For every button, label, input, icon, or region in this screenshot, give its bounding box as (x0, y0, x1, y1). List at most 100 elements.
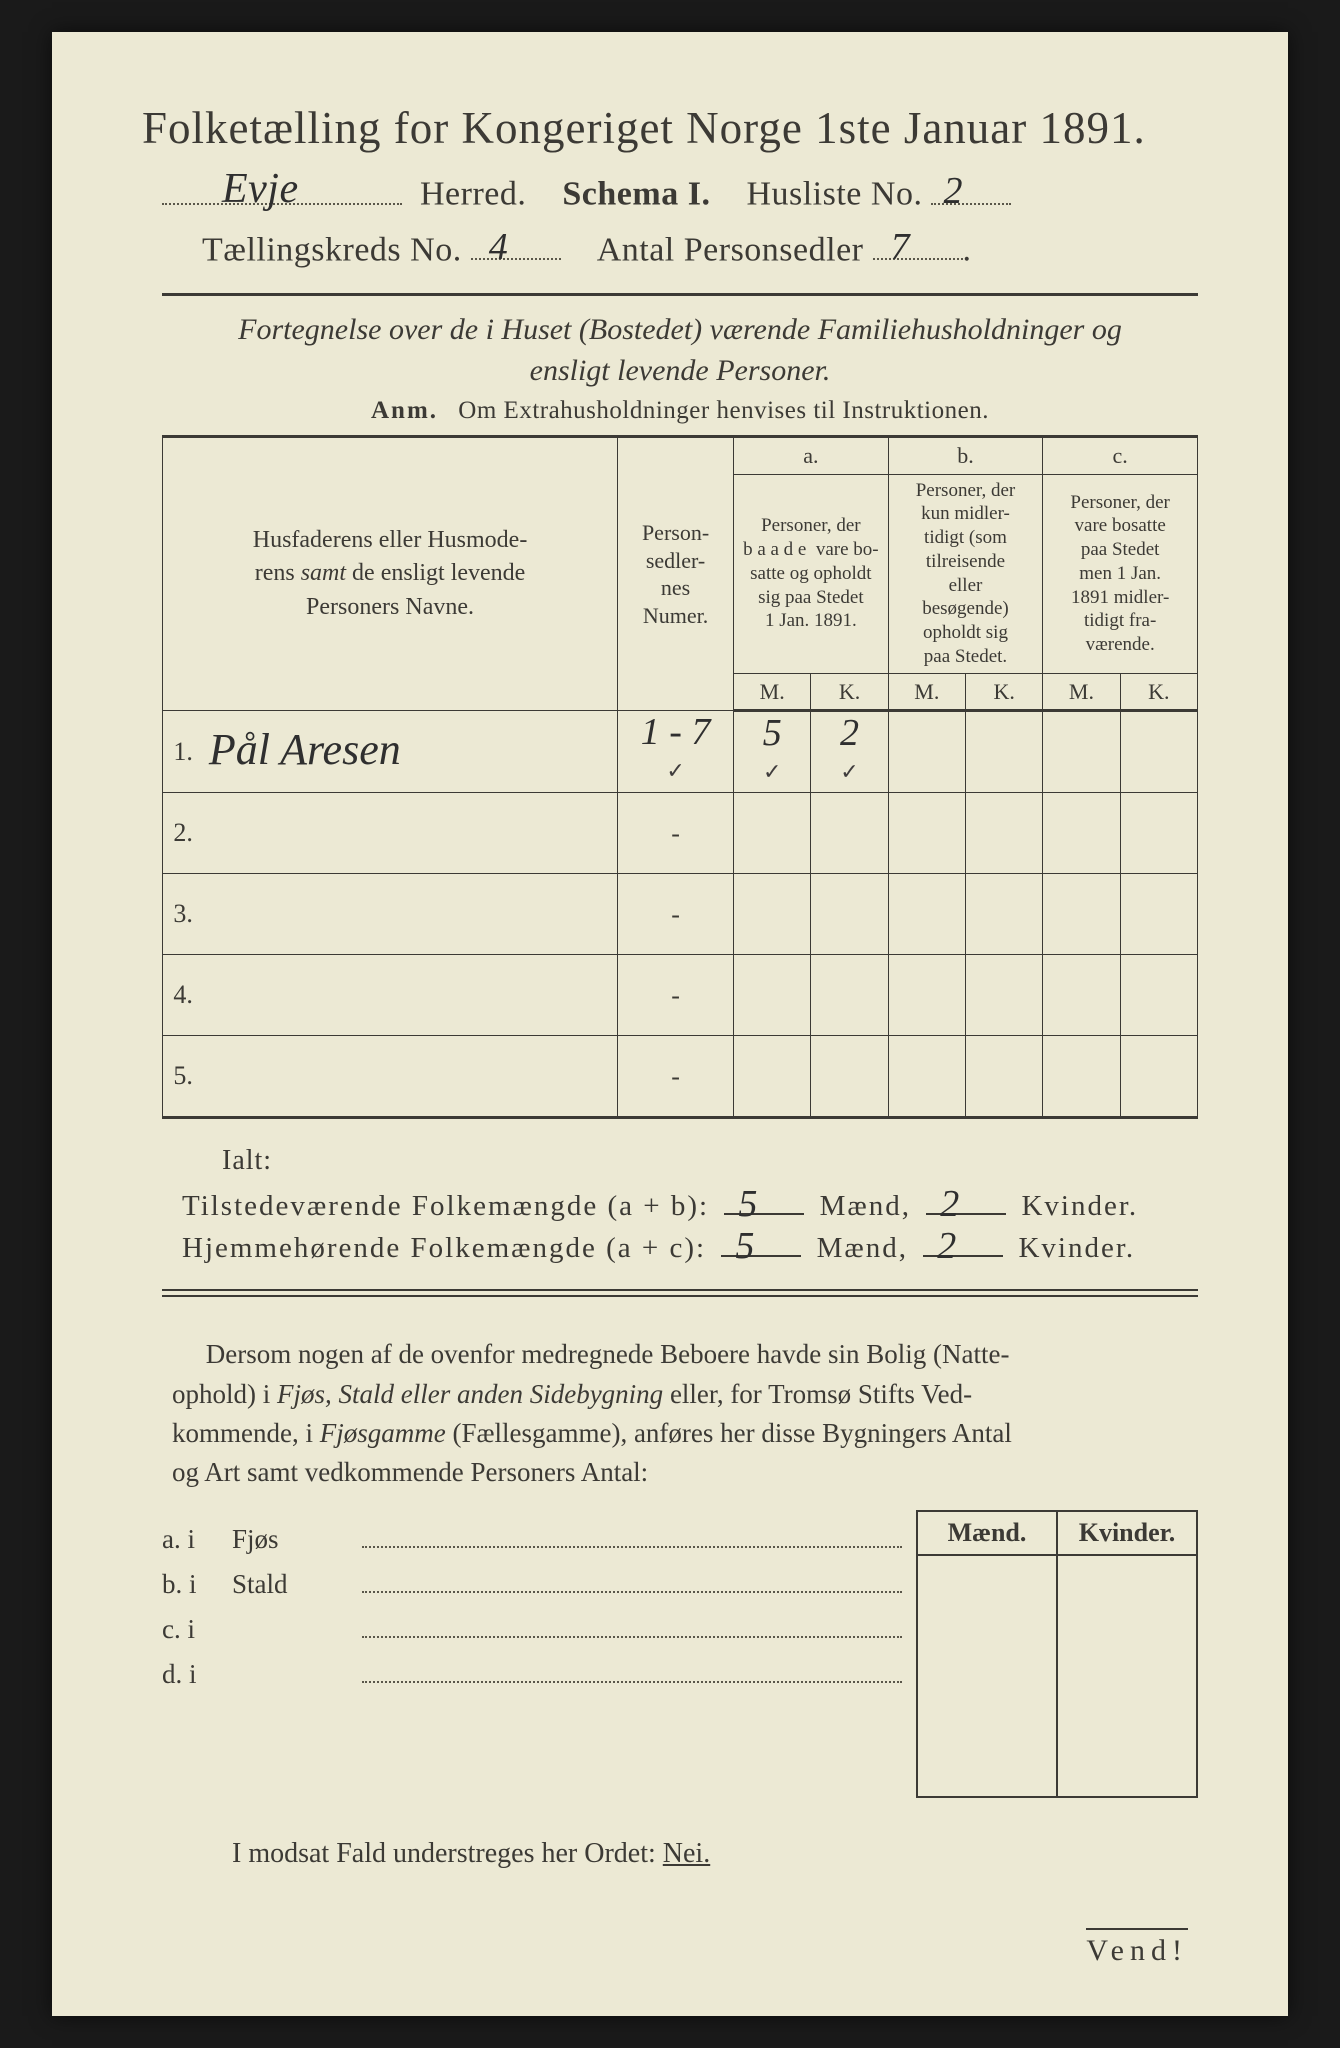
antal-label: Antal Personsedler (597, 231, 864, 268)
outbuilding-paragraph: Dersom nogen af de ovenfor medregnede Be… (172, 1335, 1188, 1492)
table-row: 3. - (163, 874, 1198, 955)
row-bK (965, 711, 1042, 793)
item-word: Stald (232, 1569, 362, 1600)
table-row: 5. - (163, 1036, 1198, 1118)
nei-word: Nei. (663, 1838, 710, 1869)
mk-K: Kvinder. (1057, 1511, 1197, 1555)
th-name: Husfaderens eller Husmode-rens samt de e… (163, 437, 618, 711)
subtitle: Fortegnelse over de i Huset (Bostedet) v… (202, 310, 1158, 391)
item-label: b. i (162, 1569, 232, 1600)
row-number: 2. (163, 793, 209, 874)
item-label: c. i (162, 1614, 232, 1645)
row-number: 3. (163, 874, 209, 955)
outbuilding-section: a. i Fjøs b. i Stald c. i d. i (162, 1510, 1198, 1798)
row-cK (1120, 711, 1197, 793)
nei-pre: I modsat Fald understreges her Ordet: (232, 1838, 663, 1869)
kreds-no: 4 (489, 232, 509, 262)
row-num: 1 - 7 ✓ (618, 711, 734, 793)
husliste-label: Husliste No. (746, 176, 922, 213)
mk-cell (1057, 1736, 1197, 1797)
item-label: a. i (162, 1524, 232, 1555)
row-name (209, 874, 618, 955)
th-b-M: M. (888, 673, 965, 711)
husliste-field: 2 (931, 172, 1011, 205)
line-kreds: Tællingskreds No. 4 Antal Personsedler 7… (202, 228, 1198, 270)
item-word: Fjøs (232, 1524, 362, 1555)
table-row: 2. - (163, 793, 1198, 874)
mk-M: Mænd. (917, 1511, 1057, 1555)
sum2-M-field: 5 (721, 1229, 801, 1257)
row-num: - (618, 955, 734, 1036)
antal-value: 7 (891, 232, 911, 262)
vend-label: Vend! (1086, 1928, 1188, 1968)
row-name: Pål Aresen (209, 711, 618, 793)
rule-1 (162, 293, 1198, 296)
sum-line-2: Hjemmehørende Folkemængde (a + c): 5 Mæn… (182, 1229, 1198, 1265)
th-b-label: b. (888, 437, 1043, 475)
ialt-label: Ialt: (222, 1145, 1198, 1177)
th-num: Person-sedler-nesNumer. (618, 437, 734, 711)
census-form-page: Folketælling for Kongeriget Norge 1ste J… (52, 32, 1288, 2016)
sum1-M-field: 5 (724, 1187, 804, 1215)
row-name (209, 1036, 618, 1118)
th-c-M: M. (1043, 673, 1120, 711)
antal-field: 7 (873, 228, 963, 261)
dotted-line (362, 1617, 902, 1638)
rule-2 (162, 1289, 1198, 1291)
sum2-K-field: 2 (923, 1229, 1003, 1257)
list-item: c. i (162, 1614, 902, 1645)
sum1-label: Tilstedeværende Folkemængde (a + b): (182, 1190, 709, 1222)
mk-cell (917, 1555, 1057, 1616)
kreds-field: 4 (471, 228, 561, 261)
maend-label: Mænd, (820, 1190, 911, 1222)
rule-3 (162, 1295, 1198, 1297)
herred-handwritten: Evje (222, 173, 299, 207)
mk-cell (1057, 1616, 1197, 1676)
row-number: 1. (163, 711, 209, 793)
checkmark-icon: ✓ (840, 759, 858, 784)
anm-prefix: Anm. (371, 397, 438, 424)
mk-cell (917, 1736, 1057, 1797)
sum2-label: Hjemmehørende Folkemængde (a + c): (182, 1232, 706, 1264)
row-name (209, 955, 618, 1036)
nei-line: I modsat Fald understreges her Ordet: Ne… (232, 1838, 1198, 1870)
th-a-text: Personer, derb a a d e vare bo-satte og … (734, 474, 889, 673)
row-cM (1043, 711, 1120, 793)
kvinder-label: Kvinder. (1021, 1190, 1138, 1222)
list-item: d. i (162, 1659, 902, 1690)
row-number: 5. (163, 1036, 209, 1118)
checkmark-icon: ✓ (763, 759, 781, 784)
schema-label: Schema I. (562, 176, 710, 213)
th-c-text: Personer, dervare bosattepaa Stedetmen 1… (1043, 474, 1198, 673)
th-a-K: K. (811, 673, 888, 711)
row-num: - (618, 793, 734, 874)
mk-cell (1057, 1676, 1197, 1736)
mk-cell (917, 1676, 1057, 1736)
sum-line-1: Tilstedeværende Folkemængde (a + b): 5 M… (182, 1187, 1198, 1223)
mk-cell (917, 1616, 1057, 1676)
th-b-text: Personer, derkun midler-tidigt (somtilre… (888, 474, 1043, 673)
th-a-label: a. (734, 437, 889, 475)
th-c-K: K. (1120, 673, 1197, 711)
row-number: 4. (163, 955, 209, 1036)
anm-line: Anm. Om Extrahusholdninger henvises til … (162, 397, 1198, 425)
list-item: b. i Stald (162, 1569, 902, 1600)
table-row: 1. Pål Aresen 1 - 7 ✓ 5 ✓ 2 ✓ (163, 711, 1198, 793)
line-herred: Evje Herred. Schema I. Husliste No. 2 (162, 172, 1198, 214)
row-name (209, 793, 618, 874)
th-b-K: K. (965, 673, 1042, 711)
dotted-line (362, 1662, 902, 1683)
sum1-K-field: 2 (926, 1187, 1006, 1215)
census-table: Husfaderens eller Husmode-rens samt de e… (162, 435, 1198, 1119)
row-aK: 2 ✓ (811, 711, 888, 793)
dotted-line (362, 1527, 902, 1548)
row-num: - (618, 874, 734, 955)
th-c-label: c. (1043, 437, 1198, 475)
husliste-no: 2 (943, 176, 963, 206)
row-num: - (618, 1036, 734, 1118)
dotted-line (362, 1572, 902, 1593)
kvinder-label: Kvinder. (1018, 1232, 1135, 1264)
th-a-M: M. (734, 673, 811, 711)
outbuilding-list: a. i Fjøs b. i Stald c. i d. i (162, 1510, 902, 1798)
herred-label: Herred. (420, 176, 526, 213)
